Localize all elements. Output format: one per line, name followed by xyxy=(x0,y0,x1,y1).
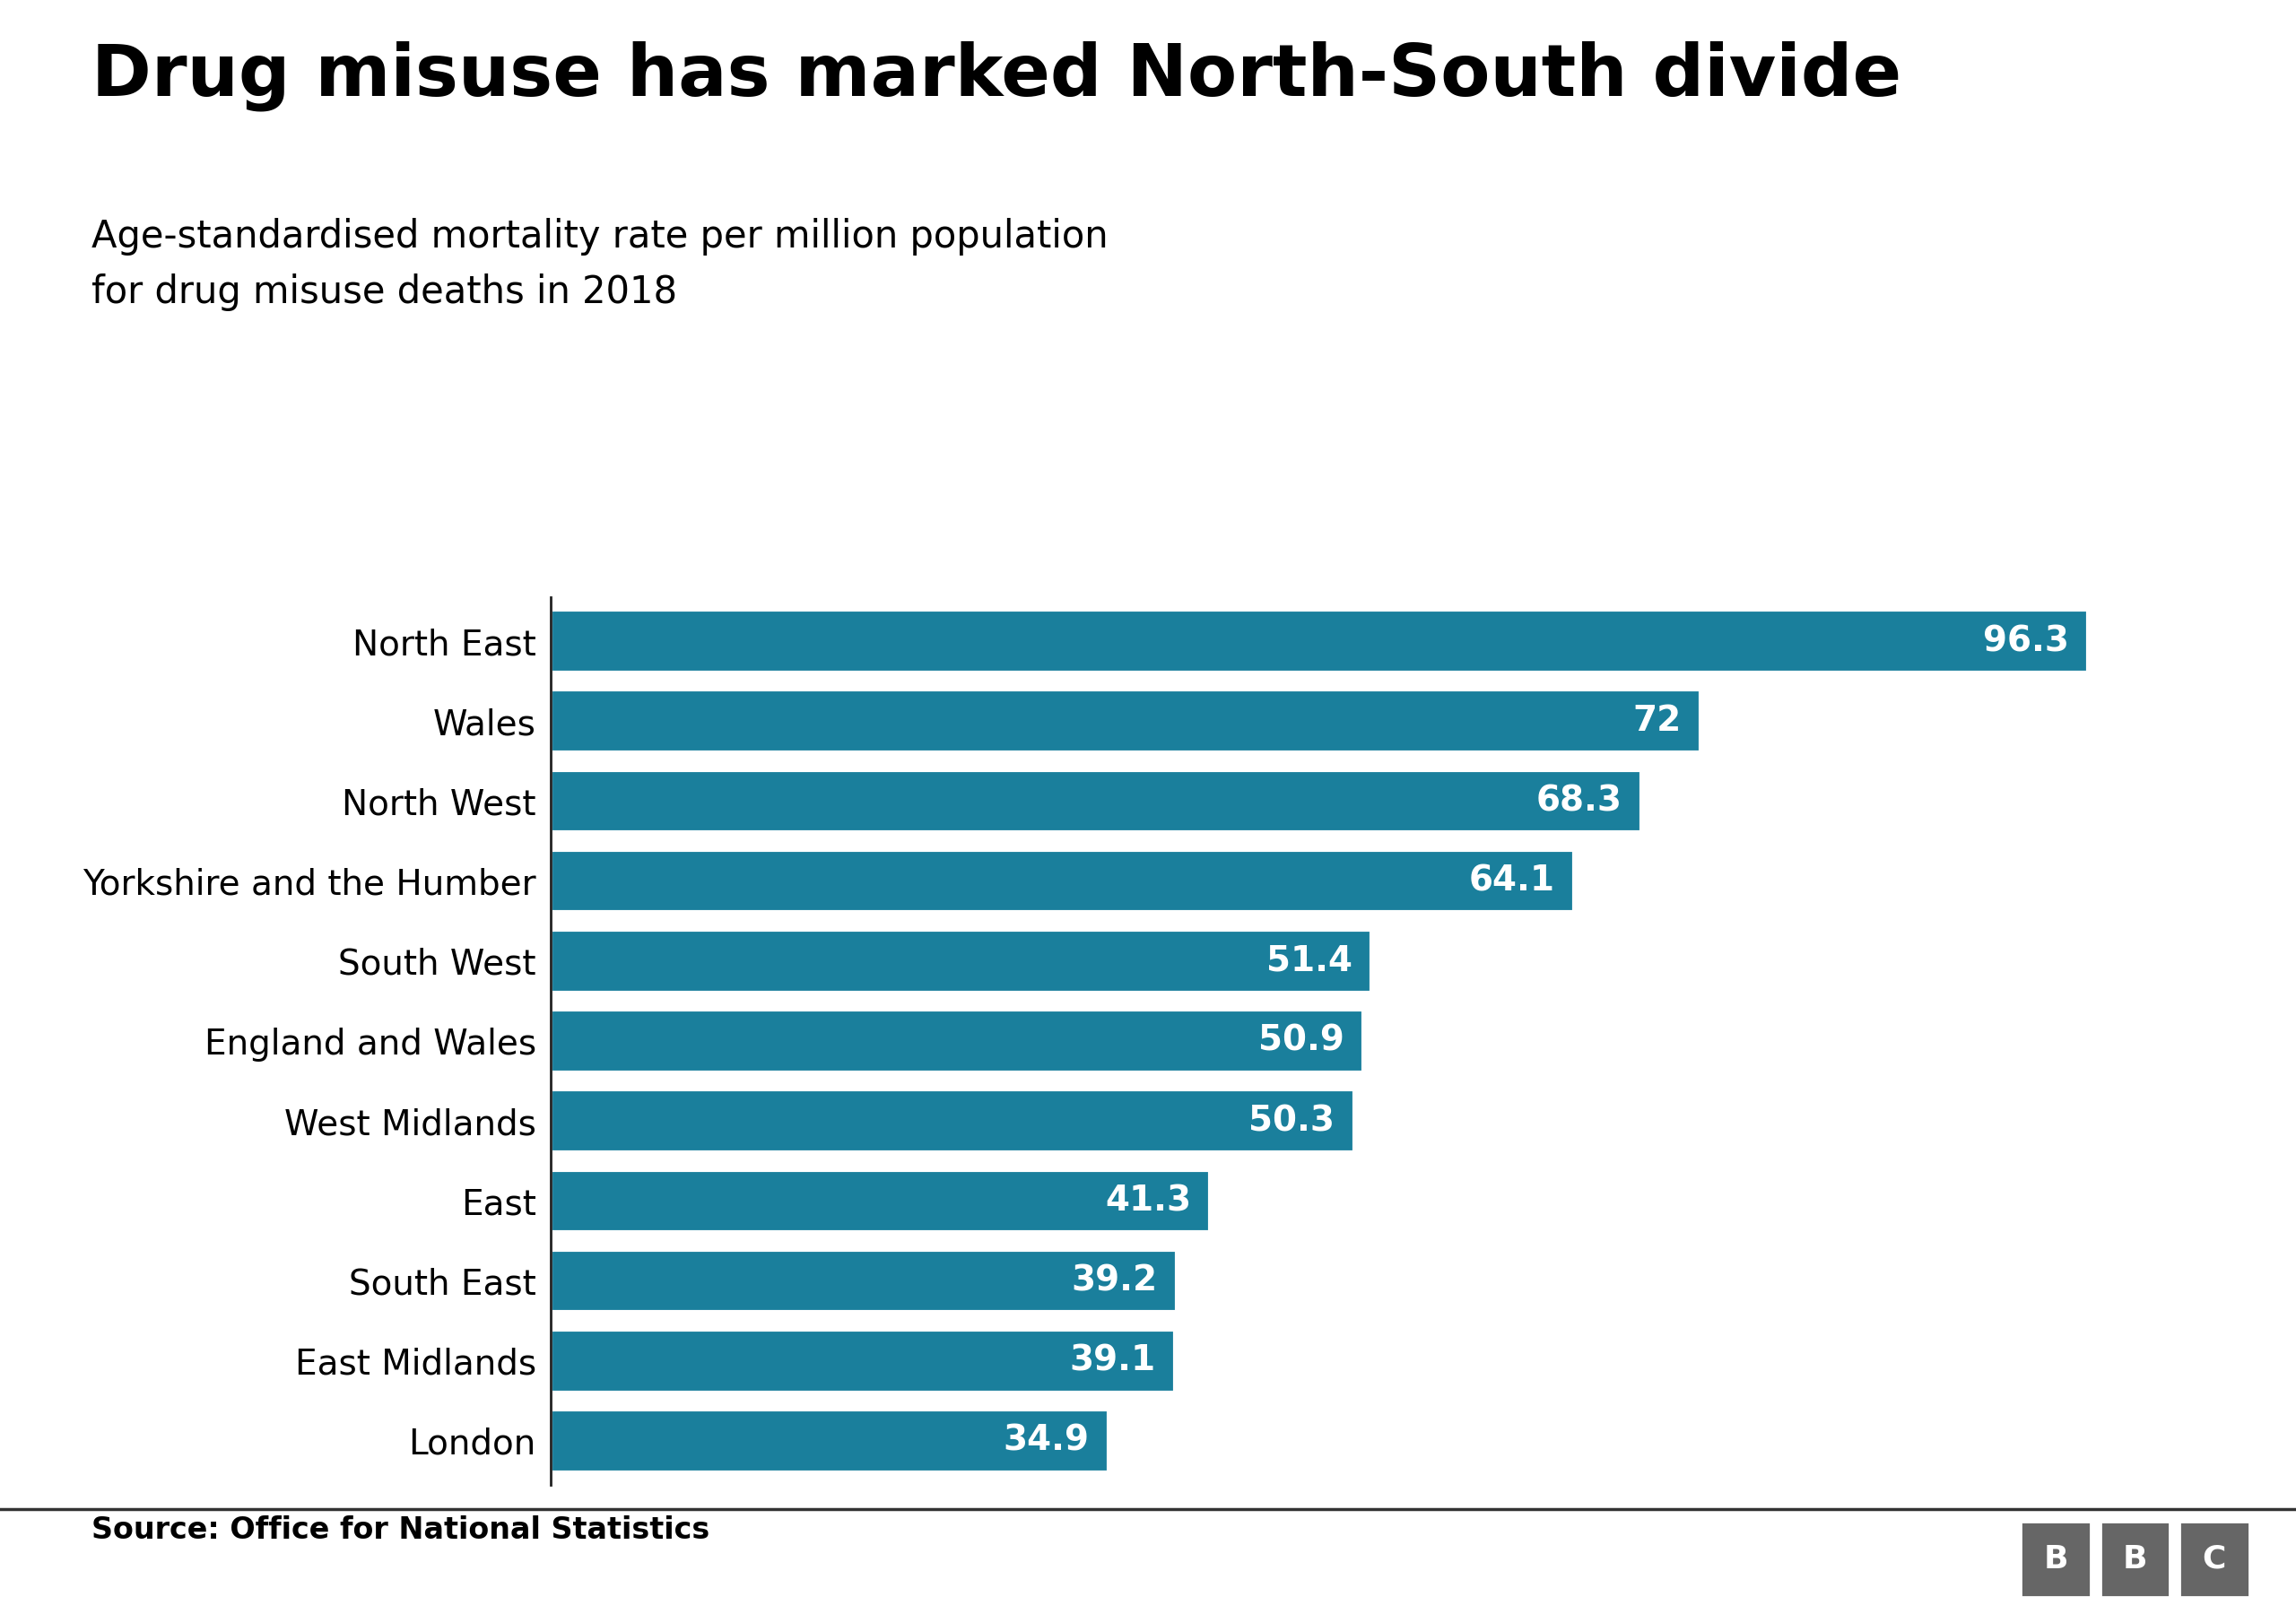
Bar xyxy=(551,1089,1355,1152)
Text: 64.1: 64.1 xyxy=(1469,863,1554,897)
Bar xyxy=(2179,1522,2250,1596)
Text: 39.2: 39.2 xyxy=(1072,1264,1157,1298)
Text: 50.9: 50.9 xyxy=(1258,1023,1345,1059)
Text: Source: Office for National Statistics: Source: Office for National Statistics xyxy=(92,1516,709,1545)
Bar xyxy=(551,851,1575,912)
Text: 50.3: 50.3 xyxy=(1249,1104,1334,1138)
Bar xyxy=(551,1249,1178,1312)
Text: 51.4: 51.4 xyxy=(1267,944,1352,978)
Text: 68.3: 68.3 xyxy=(1536,784,1623,818)
Bar xyxy=(551,689,1701,752)
Text: B: B xyxy=(2122,1545,2147,1574)
Bar xyxy=(551,1409,1109,1472)
Text: 39.1: 39.1 xyxy=(1070,1344,1155,1378)
Text: 72: 72 xyxy=(1632,704,1681,738)
Bar xyxy=(2020,1522,2089,1596)
Text: 96.3: 96.3 xyxy=(1984,625,2069,659)
Bar xyxy=(551,770,1642,833)
Bar xyxy=(551,1010,1364,1072)
Text: Drug misuse has marked North-South divide: Drug misuse has marked North-South divid… xyxy=(92,40,1901,111)
Bar xyxy=(551,930,1371,993)
Bar xyxy=(551,1170,1210,1231)
Text: Age-standardised mortality rate per million population
for drug misuse deaths in: Age-standardised mortality rate per mill… xyxy=(92,218,1109,312)
Bar xyxy=(2101,1522,2170,1596)
Text: C: C xyxy=(2202,1545,2227,1574)
Text: B: B xyxy=(2043,1545,2069,1574)
Text: 41.3: 41.3 xyxy=(1104,1185,1192,1219)
Text: 34.9: 34.9 xyxy=(1003,1424,1088,1457)
Bar xyxy=(551,610,2089,673)
Bar xyxy=(551,1330,1176,1393)
